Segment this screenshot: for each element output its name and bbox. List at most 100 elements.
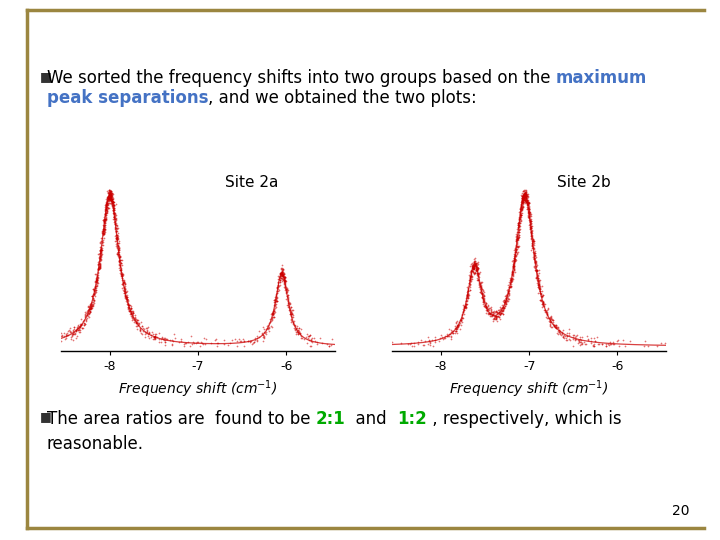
Point	[524, 210, 536, 219]
Point	[523, 214, 535, 222]
Point	[464, 272, 475, 280]
Point	[495, 308, 507, 317]
Point	[297, 334, 308, 342]
Point	[106, 196, 117, 205]
Point	[276, 260, 287, 269]
Point	[113, 260, 125, 268]
Point	[121, 294, 132, 303]
Point	[100, 204, 112, 213]
Point	[153, 329, 165, 338]
Point	[107, 198, 118, 206]
Point	[55, 332, 66, 341]
Point	[113, 247, 125, 256]
Point	[491, 312, 503, 321]
Point	[521, 197, 533, 206]
Point	[107, 201, 119, 210]
Point	[423, 336, 435, 345]
Point	[94, 262, 105, 271]
Point	[425, 340, 436, 349]
Point	[570, 335, 581, 344]
Point	[119, 289, 130, 298]
Point	[97, 231, 109, 239]
Point	[112, 232, 124, 240]
Point	[523, 209, 534, 218]
Point	[541, 306, 553, 315]
Point	[276, 277, 287, 286]
Point	[86, 292, 98, 300]
Point	[281, 289, 292, 298]
Point	[503, 290, 515, 299]
Point	[526, 227, 537, 235]
Point	[481, 306, 492, 314]
Point	[547, 320, 559, 328]
Point	[617, 336, 629, 345]
Point	[71, 323, 82, 332]
Point	[83, 304, 94, 313]
Point	[105, 190, 117, 198]
Point	[512, 234, 523, 243]
Point	[116, 274, 127, 282]
Point	[454, 319, 465, 328]
Point	[112, 249, 123, 258]
Point	[521, 197, 533, 205]
Point	[95, 252, 107, 260]
Text: , respectively, which is: , respectively, which is	[427, 410, 622, 428]
Point	[638, 342, 649, 351]
Point	[517, 197, 528, 206]
Point	[521, 192, 532, 201]
Point	[279, 275, 290, 284]
Point	[423, 333, 434, 341]
Point	[611, 336, 623, 345]
Point	[521, 201, 533, 210]
Point	[470, 266, 482, 274]
Point	[83, 302, 94, 310]
Point	[513, 220, 524, 229]
Point	[92, 268, 104, 276]
Point	[526, 233, 538, 242]
Point	[495, 309, 507, 318]
Point	[518, 193, 529, 201]
Point	[534, 281, 545, 290]
Point	[278, 274, 289, 283]
Point	[99, 218, 110, 226]
Point	[513, 226, 525, 234]
Point	[510, 234, 522, 243]
Point	[487, 317, 498, 326]
Point	[513, 218, 524, 227]
Point	[119, 277, 130, 286]
Point	[534, 280, 545, 289]
Point	[84, 301, 96, 309]
Point	[487, 309, 498, 318]
Point	[108, 194, 120, 202]
Point	[286, 311, 297, 320]
Point	[124, 307, 135, 315]
Point	[523, 199, 535, 207]
Point	[120, 292, 131, 301]
Point	[107, 204, 119, 212]
Point	[526, 241, 538, 250]
Point	[94, 252, 106, 261]
Point	[114, 255, 126, 264]
Point	[106, 191, 117, 199]
Point	[519, 192, 531, 201]
Point	[84, 300, 95, 309]
Point	[607, 338, 618, 346]
Point	[574, 338, 585, 347]
Point	[515, 211, 526, 219]
Point	[102, 199, 114, 208]
Point	[143, 328, 155, 336]
Point	[523, 203, 534, 212]
Point	[564, 329, 575, 338]
Point	[500, 299, 512, 308]
Point	[112, 242, 123, 251]
Point	[66, 328, 77, 336]
Point	[94, 254, 106, 262]
Point	[513, 218, 524, 226]
Point	[102, 193, 114, 202]
Point	[470, 264, 482, 272]
Point	[516, 195, 527, 204]
Point	[99, 219, 110, 227]
Point	[114, 261, 125, 269]
Point	[112, 224, 123, 232]
Point	[115, 266, 127, 274]
